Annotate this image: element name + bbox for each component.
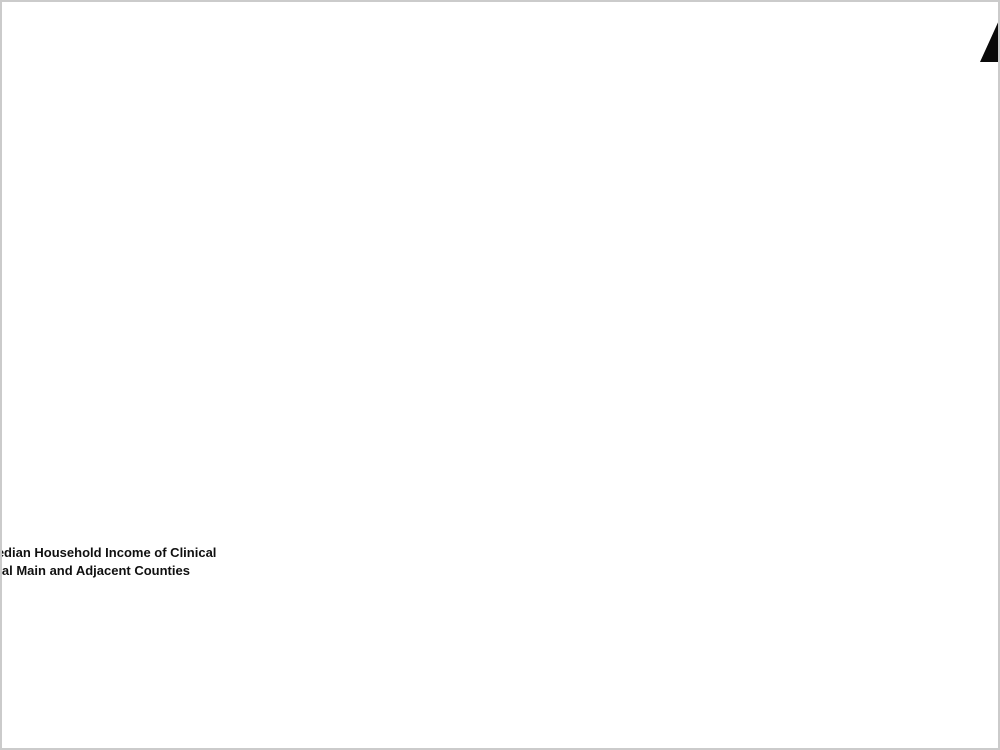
legend-title-line1: Median Household Income of Clinical: [0, 545, 217, 560]
map-legend: Median Household Income of Clinical Tria…: [0, 544, 216, 589]
legend-title-line2: Trial Main and Adjacent Counties: [0, 563, 190, 579]
corner-logo: [980, 18, 1000, 62]
corner-logo-triangle: [980, 18, 1000, 62]
legend-title: Median Household Income of Clinical Tria…: [0, 544, 216, 580]
scale-bar: [736, 698, 946, 741]
